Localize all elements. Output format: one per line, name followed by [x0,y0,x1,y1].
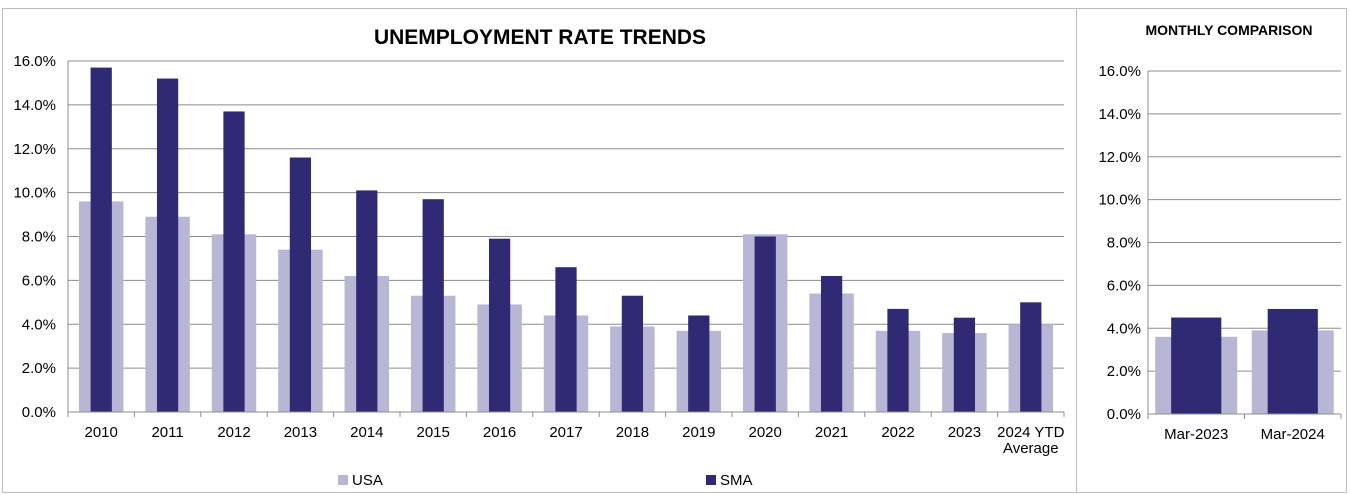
legend-swatch-sma [706,475,716,485]
side-y-tick-label: 4.0% [1107,320,1141,337]
main-y-tick-label: 12.0% [13,141,56,158]
side-y-tick-label: 6.0% [1107,277,1141,294]
side-y-tick-label: 16.0% [1098,63,1141,80]
side-y-tick-label: 2.0% [1107,363,1141,380]
legend-label-usa: USA [352,472,383,489]
main-category-label: 2019 [682,424,715,441]
main-category-label: 2012 [217,424,250,441]
main-bar-sma [953,317,976,412]
main-y-tick-label: 6.0% [22,272,56,289]
main-bar-sma [356,190,378,412]
main-bar-sma [688,315,710,412]
main-bar-sma [887,308,909,412]
side-y-tick-label: 10.0% [1098,192,1141,209]
main-y-tick-label: 2.0% [22,360,56,377]
main-category-label: 2021 [815,424,848,441]
side-y-tick-label: 0.0% [1107,406,1141,423]
main-category-label: 2018 [616,424,649,441]
side-y-tick-label: 14.0% [1098,106,1141,123]
main-category-label: 2020 [749,424,782,441]
main-category-label: 2015 [417,424,450,441]
main-bar-sma [621,295,644,412]
side-bar-sma [1171,317,1222,414]
side-y-tick-label: 12.0% [1098,149,1141,166]
side-chart-title: MONTHLY COMPARISON [1146,22,1313,38]
main-bar-sma [488,238,511,412]
main-chart-title: UNEMPLOYMENT RATE TRENDS [374,26,706,49]
main-category-label: 2017 [549,424,582,441]
main-category-label: 2011 [151,424,183,441]
side-y-tick-label: 8.0% [1107,235,1141,252]
side-category-label: Mar-2024 [1261,426,1325,443]
main-bar-sma [289,157,312,412]
main-y-tick-label: 4.0% [22,316,56,333]
side-category-label: Mar-2023 [1164,426,1228,443]
main-category-label: Average [1003,440,1059,457]
main-bar-sma [555,267,577,412]
main-y-tick-label: 16.0% [13,53,56,70]
main-bar-sma [820,275,843,412]
main-y-tick-label: 10.0% [13,185,56,202]
main-category-label: 2016 [483,424,516,441]
main-bar-sma [754,236,776,412]
main-category-label: 2010 [85,424,118,441]
main-bar-sma [156,78,179,413]
main-category-label: 2023 [948,424,981,441]
main-y-tick-label: 14.0% [13,97,56,114]
main-category-label: 2014 [350,424,383,441]
main-category-label: 2013 [284,424,317,441]
main-category-label: 2022 [881,424,914,441]
legend-swatch-usa [338,475,348,485]
main-y-tick-label: 8.0% [22,229,56,246]
main-category-label: 2024 YTD [997,424,1064,441]
legend-label-sma: SMA [720,472,753,489]
main-y-tick-label: 0.0% [22,404,56,421]
main-bar-sma [422,199,444,412]
main-bar-sma [1020,302,1042,412]
main-bar-sma [90,67,112,413]
main-bar-sma [223,111,245,413]
side-bar-sma [1267,308,1318,414]
chart-divider [1076,8,1077,493]
